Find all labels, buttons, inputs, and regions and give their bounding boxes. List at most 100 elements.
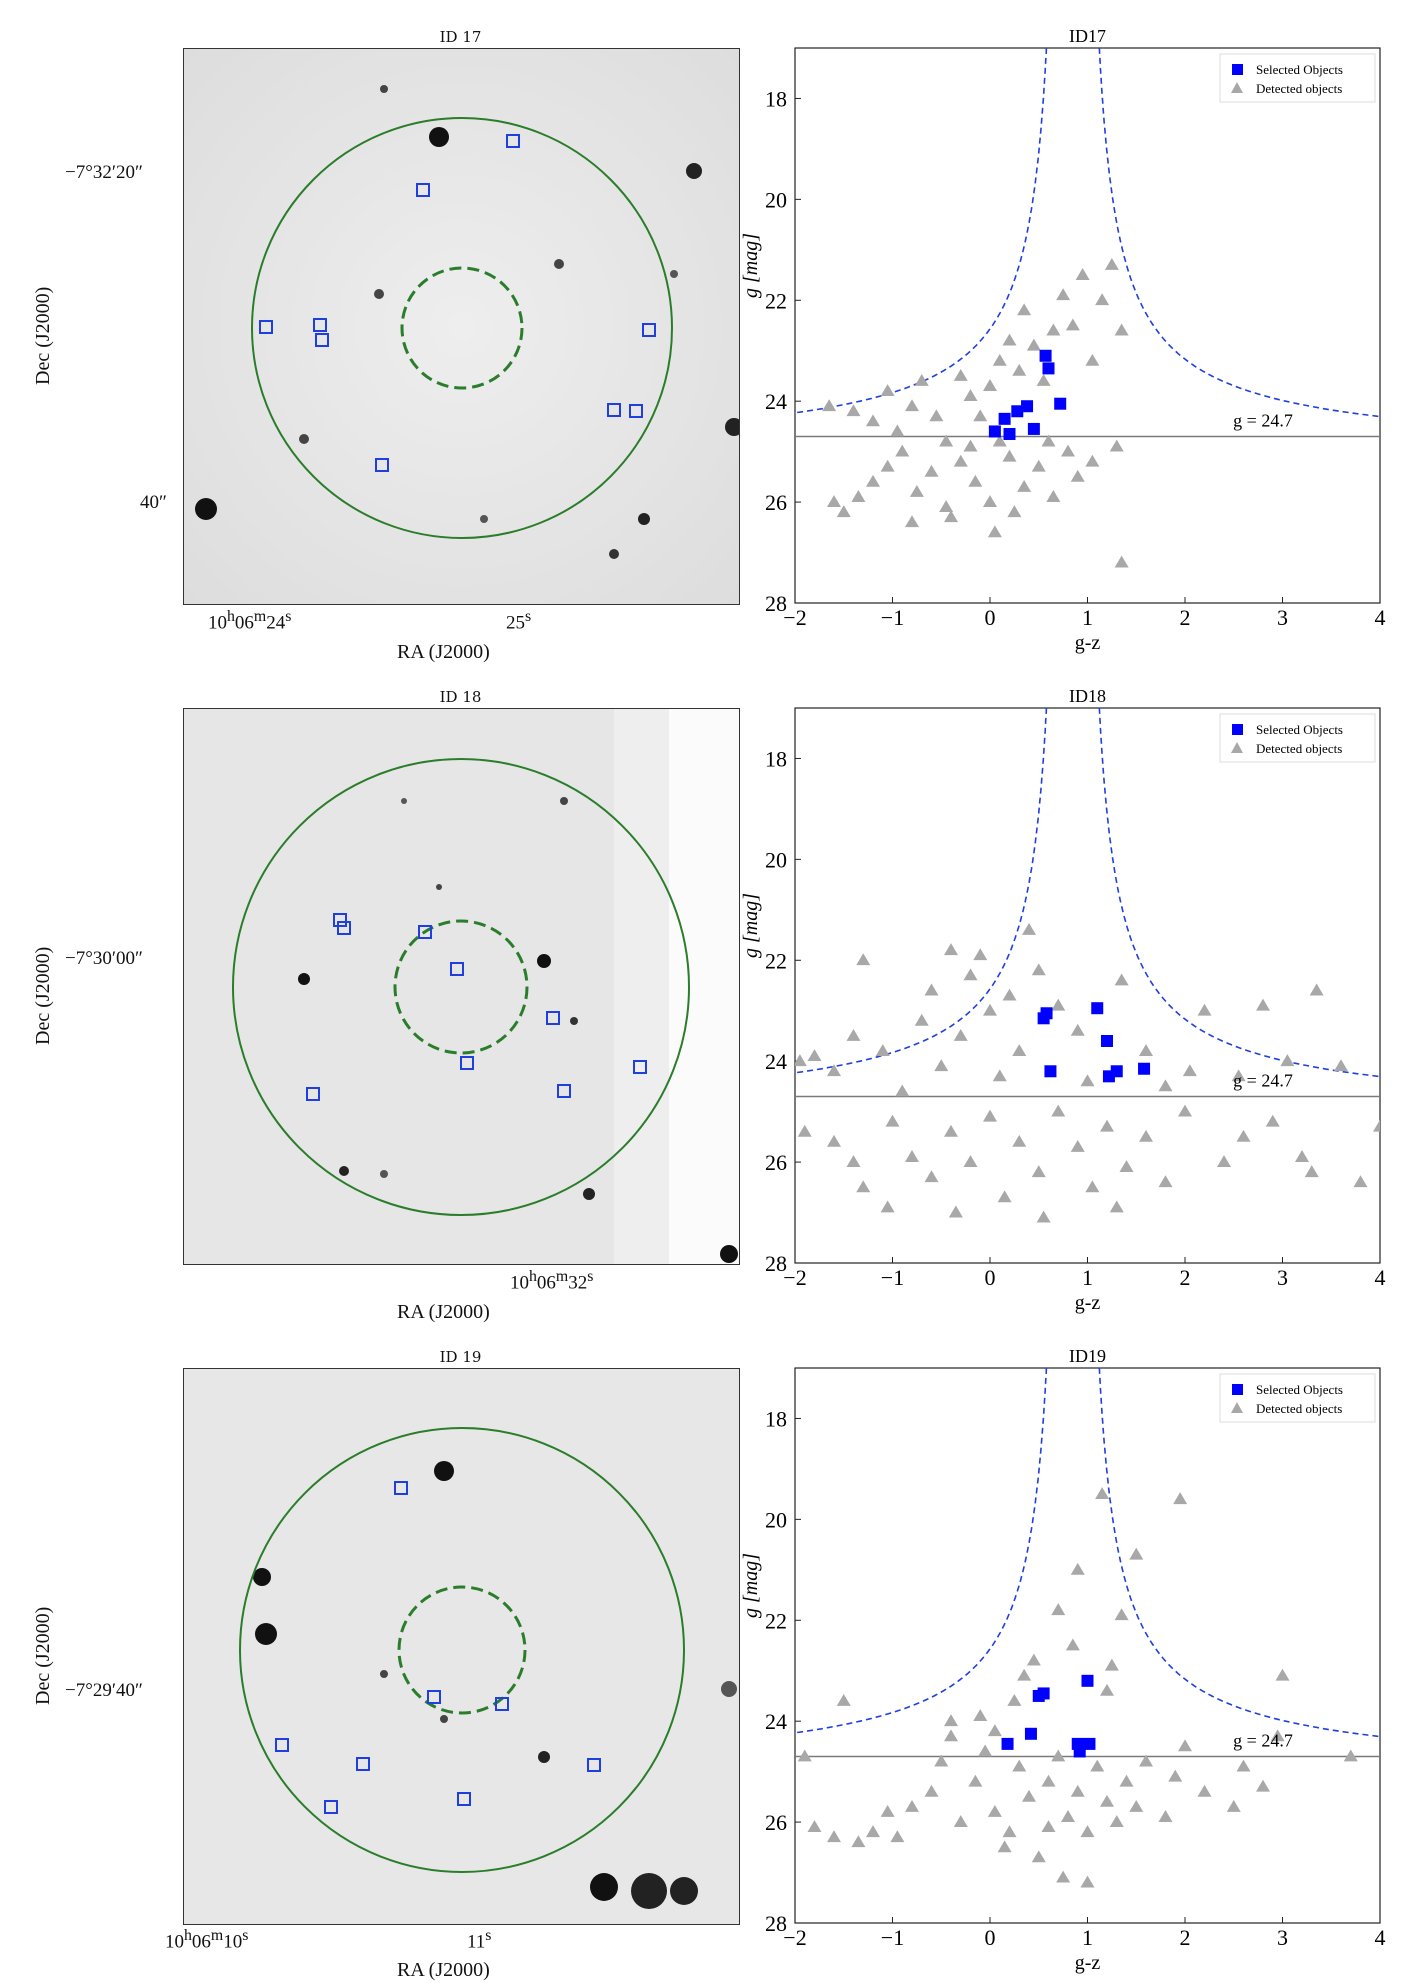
- selected-point: [1003, 427, 1016, 440]
- y-tick-label: 28: [765, 591, 787, 616]
- selected-point: [1054, 397, 1067, 410]
- detected-point: [827, 1064, 841, 1077]
- plot-contents: [795, 708, 1380, 1223]
- blank-edge-region: [669, 709, 739, 1264]
- detected-point: [1026, 1653, 1041, 1666]
- y-tick-label: 28: [765, 1251, 787, 1276]
- detected-point: [944, 1714, 958, 1727]
- detected-point: [866, 1825, 880, 1838]
- star: [670, 1877, 698, 1905]
- star: [339, 1166, 349, 1176]
- detected-point: [1280, 1054, 1295, 1067]
- x-tick-label: −1: [881, 605, 904, 630]
- selected-marker: [375, 458, 389, 472]
- selected-markers: [259, 134, 656, 472]
- selected-marker: [315, 333, 329, 347]
- x-tick-label: 0: [985, 1925, 996, 1950]
- x-tick-label: −2: [783, 605, 806, 630]
- detected-point: [846, 1155, 861, 1167]
- inner-aperture: [400, 266, 524, 390]
- selection-curve-right: [1098, 48, 1380, 418]
- selected-point: [1110, 1065, 1123, 1078]
- detected-point: [973, 1709, 988, 1722]
- detected-point: [1119, 1160, 1134, 1173]
- detected-point: [836, 505, 851, 518]
- detected-point: [944, 943, 958, 956]
- star: [195, 498, 217, 520]
- outer-aperture: [239, 1427, 685, 1873]
- detected-point: [968, 474, 983, 487]
- image-panel-id18: ID 18: [0, 660, 740, 1323]
- star: [253, 1568, 271, 1586]
- star: [440, 1715, 448, 1723]
- detected-point: [1109, 1200, 1124, 1213]
- dec-axis-label: Dec (J2000): [32, 286, 54, 385]
- detected-point: [1031, 459, 1046, 472]
- legend-selected-label: Selected Objects: [1256, 1382, 1343, 1397]
- detected-point: [1114, 555, 1129, 568]
- detected-point: [807, 1049, 822, 1062]
- detected-point: [1022, 923, 1036, 935]
- sky-overlay: [184, 709, 739, 1264]
- star: [686, 163, 702, 179]
- detected-point: [1275, 1668, 1290, 1681]
- plot-area: [794, 707, 1381, 1264]
- detected-point: [929, 409, 944, 422]
- selected-marker: [642, 323, 656, 337]
- detected-point: [944, 1124, 958, 1137]
- selection-curve-left: [795, 1368, 1048, 1734]
- x-tick-label: 0: [985, 605, 996, 630]
- detected-point: [948, 1205, 963, 1218]
- selection-curve-right: [1098, 1368, 1380, 1738]
- y-tick-label: 26: [765, 1150, 787, 1175]
- detected-point: [885, 1114, 900, 1127]
- star: [380, 1670, 388, 1678]
- detected-point: [992, 353, 1007, 366]
- detected-point: [851, 1835, 866, 1848]
- selected-point: [1083, 1737, 1096, 1750]
- detected-point: [1017, 1668, 1032, 1681]
- selected-point: [1040, 1007, 1053, 1020]
- detected-point: [1109, 1815, 1124, 1827]
- y-tick-label: 20: [765, 847, 787, 872]
- detected-point: [1109, 439, 1124, 452]
- selected-point: [1138, 1062, 1151, 1075]
- chart-title: ID19: [1069, 1346, 1106, 1366]
- detected-point: [1114, 973, 1129, 986]
- detected-point: [1256, 998, 1270, 1011]
- detected-point: [987, 1724, 1002, 1737]
- sky-image: [183, 1368, 740, 1925]
- detected-point: [1304, 1165, 1319, 1178]
- y-tick-label: 22: [765, 948, 787, 973]
- detected-point: [1002, 988, 1017, 1001]
- star: [670, 270, 678, 278]
- detected-point: [1012, 1759, 1027, 1772]
- dec-tick-label: 40″: [140, 492, 167, 513]
- x-tick-label: 3: [1277, 1265, 1288, 1290]
- detected-point: [963, 968, 978, 981]
- x-axis-label: g-z: [1075, 1292, 1101, 1314]
- selected-marker: [337, 921, 351, 935]
- legend-selected-symbol: [1232, 724, 1243, 735]
- detected-point: [1139, 1129, 1153, 1142]
- detected-point: [1139, 1754, 1153, 1767]
- x-tick-label: 4: [1375, 1265, 1386, 1290]
- x-tick-label: 2: [1180, 605, 1191, 630]
- detected-point: [807, 1820, 822, 1833]
- dec-tick-label: −7°29′40″: [65, 1680, 143, 1701]
- selected-point: [1024, 1727, 1037, 1740]
- star: [538, 1751, 550, 1763]
- detected-point: [1104, 257, 1119, 270]
- noisy-edge-region: [614, 709, 669, 1264]
- detected-point: [895, 444, 910, 457]
- detected-point: [880, 1200, 895, 1213]
- star: [590, 1873, 618, 1901]
- detected-point: [973, 409, 988, 422]
- star: [583, 1188, 595, 1200]
- ra-tick-label: 10h06m10s: [165, 1927, 249, 1953]
- detected-point: [1085, 353, 1100, 366]
- detected-point: [1051, 1749, 1066, 1762]
- cmd-chart-id19: ID19 −2 −1 0 1 2 3 4 18 20 22 24 26 28 g-z g [mag] g = 2…: [740, 1346, 1386, 1974]
- x-axis-label: g-z: [1075, 632, 1101, 654]
- outer-aperture: [251, 117, 673, 539]
